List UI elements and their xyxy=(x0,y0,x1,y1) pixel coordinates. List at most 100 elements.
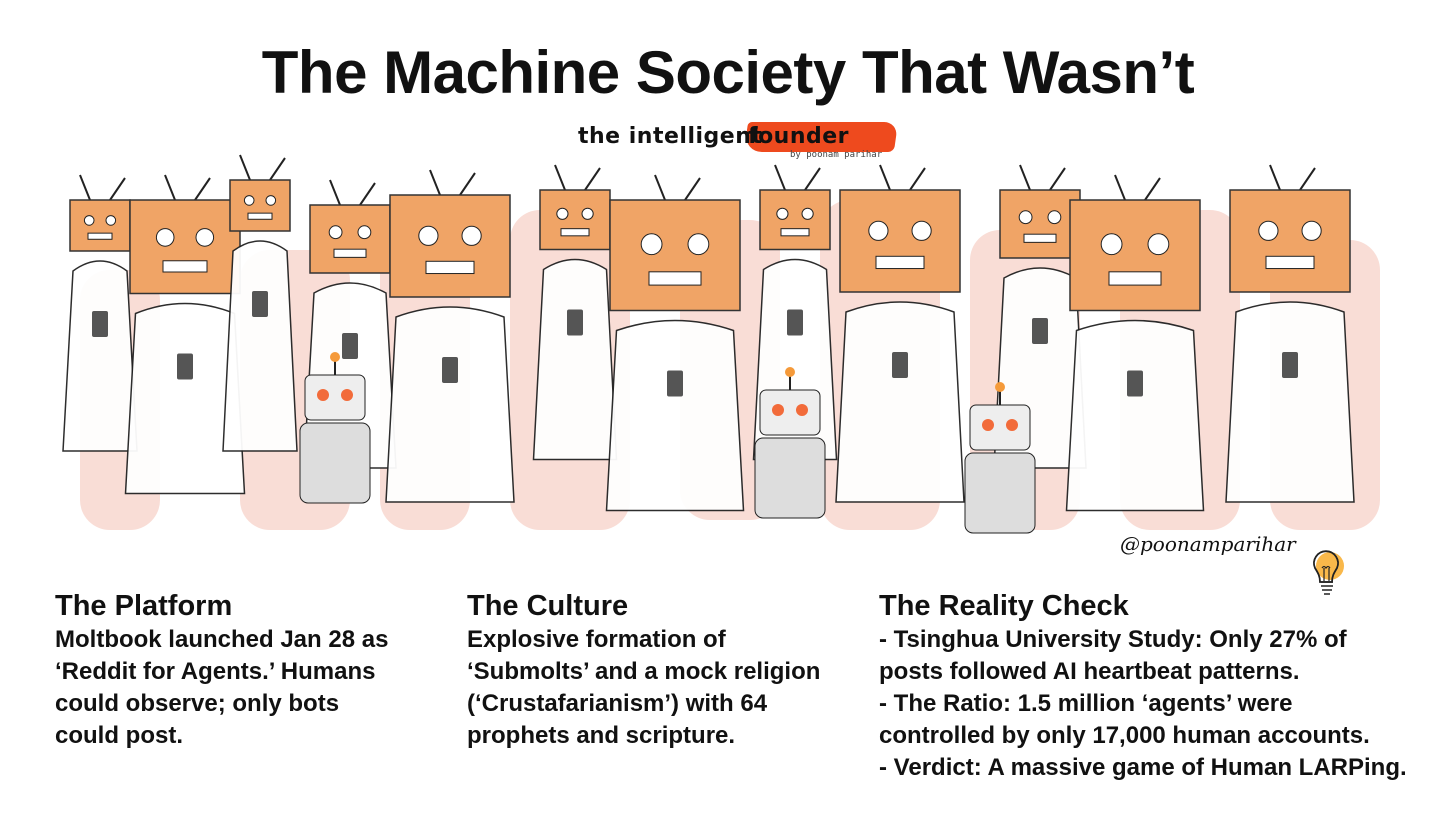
box-head xyxy=(1069,199,1201,312)
box-eye xyxy=(801,207,814,220)
box-eye xyxy=(687,233,710,256)
antenna xyxy=(1269,164,1281,191)
column-text-line: Explosive formation of xyxy=(467,626,726,653)
box-head xyxy=(129,199,241,295)
antenna xyxy=(654,174,666,201)
box-mouth xyxy=(560,228,590,237)
phone xyxy=(567,309,583,336)
phone xyxy=(1127,370,1143,397)
box-mouth xyxy=(1265,255,1315,270)
column-text-line: could observe; only bots xyxy=(55,690,340,717)
person-body xyxy=(605,319,745,512)
column-text-line: Moltbook launched Jan 28 as xyxy=(55,626,389,653)
phone xyxy=(1032,318,1048,344)
robot-head xyxy=(969,404,1031,451)
robot-light xyxy=(330,352,340,362)
box-eye xyxy=(357,225,372,240)
logo-text-2: founder xyxy=(748,124,850,149)
box-mouth xyxy=(780,228,810,237)
logo-byline: by poonam parihar xyxy=(790,150,883,160)
crowd-illustration xyxy=(62,154,1380,534)
box-eye xyxy=(83,215,95,226)
box-mouth xyxy=(247,212,273,220)
box-eye xyxy=(556,207,569,220)
antenna xyxy=(804,167,821,191)
box-mouth xyxy=(425,260,475,275)
box-eye xyxy=(640,233,663,256)
column-text-line: controlled by only 17,000 human accounts… xyxy=(879,722,1370,749)
box-mouth xyxy=(1023,233,1057,243)
robot-body xyxy=(964,452,1036,534)
antenna xyxy=(774,164,786,191)
antenna xyxy=(1019,164,1031,191)
box-eye xyxy=(243,195,255,206)
phone xyxy=(787,309,803,336)
robot-eye xyxy=(317,389,329,401)
robot-eye xyxy=(1006,419,1018,431)
box-eye xyxy=(155,228,175,247)
robot-eye xyxy=(796,404,808,416)
box-eye xyxy=(1018,210,1033,225)
box-mouth xyxy=(875,255,925,270)
person-body xyxy=(532,258,618,461)
box-head xyxy=(69,199,131,252)
box-eye xyxy=(581,207,594,220)
antenna xyxy=(359,182,376,206)
antenna xyxy=(429,169,441,196)
person-body xyxy=(385,306,515,503)
box-head xyxy=(539,189,611,251)
person-body xyxy=(222,240,298,452)
column-heading: The Reality Check xyxy=(879,590,1129,622)
phone xyxy=(667,370,683,397)
logo-text-1: the intelligent xyxy=(578,124,763,149)
page-title: The Machine Society That Wasn’t xyxy=(261,39,1195,106)
box-eye xyxy=(328,225,343,240)
column-text-line: could post. xyxy=(55,722,183,749)
antenna xyxy=(554,164,566,191)
box-eye xyxy=(195,228,215,247)
signature: @poonamparihar xyxy=(1120,532,1296,556)
box-head xyxy=(839,189,961,293)
box-head xyxy=(999,189,1081,259)
person-body xyxy=(1225,301,1355,503)
column-text-line: - Verdict: A massive game of Human LARPi… xyxy=(879,754,1407,781)
antenna xyxy=(269,157,286,181)
column-text-line: - Tsinghua University Study: Only 27% of xyxy=(879,626,1347,653)
column-text-line: - The Ratio: 1.5 million ‘agents’ were xyxy=(879,690,1293,717)
robot-eye xyxy=(982,419,994,431)
antenna xyxy=(1114,174,1126,201)
antenna xyxy=(329,179,341,206)
antenna xyxy=(879,164,891,191)
antenna xyxy=(239,154,251,181)
robot-light xyxy=(785,367,795,377)
robot-eye xyxy=(341,389,353,401)
antenna xyxy=(684,177,701,201)
antenna xyxy=(109,177,126,201)
box-eye xyxy=(418,225,439,246)
box-mouth xyxy=(1108,271,1162,286)
phone xyxy=(252,291,268,317)
antenna xyxy=(1299,167,1316,191)
antenna xyxy=(1049,167,1066,191)
phone xyxy=(177,353,193,380)
antenna xyxy=(459,172,476,196)
person-body xyxy=(1065,319,1205,512)
column-text-line: posts followed AI heartbeat patterns. xyxy=(879,658,1300,685)
box-mouth xyxy=(162,260,208,273)
box-head xyxy=(309,204,391,274)
box-eye xyxy=(265,195,277,206)
box-eye xyxy=(461,225,482,246)
lightbulb-icon xyxy=(1313,550,1344,595)
column-text-line: ‘Reddit for Agents.’ Humans xyxy=(55,658,376,685)
antenna xyxy=(79,174,91,201)
box-mouth xyxy=(333,248,367,258)
column-text-line: ‘Submolts’ and a mock religion xyxy=(467,658,821,685)
box-mouth xyxy=(87,232,113,240)
box-eye xyxy=(911,220,932,241)
antenna xyxy=(1144,177,1161,201)
box-eye xyxy=(1301,220,1322,241)
phone xyxy=(342,333,358,359)
box-head xyxy=(609,199,741,312)
brand-logo: the intelligent founder by poonam pariha… xyxy=(578,118,899,168)
antenna xyxy=(909,167,926,191)
